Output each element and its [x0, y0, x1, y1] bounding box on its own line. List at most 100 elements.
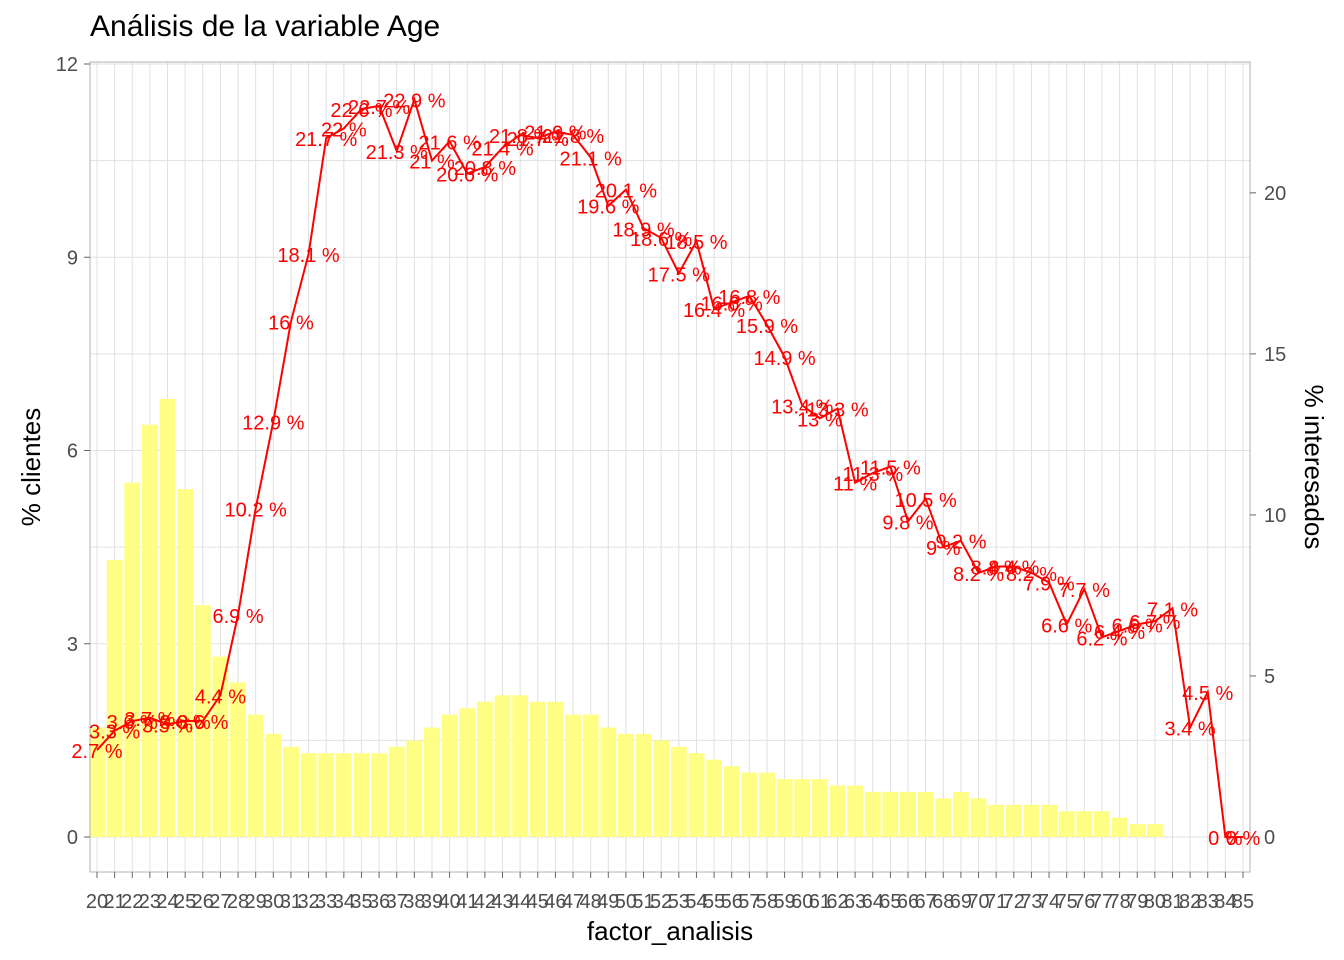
x-tick-label: 21	[104, 891, 126, 913]
data-label: 13.4 %	[771, 396, 833, 418]
bar	[829, 785, 846, 837]
data-label: 3.6 %	[107, 712, 158, 734]
bar	[635, 733, 652, 837]
x-tick-label: 35	[350, 891, 372, 913]
data-label: 22.9 %	[383, 90, 445, 112]
bar	[159, 398, 176, 837]
x-tick-label: 84	[1214, 891, 1236, 913]
y2-tick-label: 0	[1264, 827, 1275, 849]
bar	[141, 424, 158, 837]
data-label: 8.2 %	[1006, 564, 1057, 586]
y-tick-label: 6	[67, 441, 78, 463]
x-tick-label: 58	[756, 891, 778, 913]
bar	[212, 656, 229, 837]
x-tick-label: 41	[456, 891, 478, 913]
bar	[1023, 804, 1040, 837]
x-tick-label: 29	[245, 891, 267, 913]
x-tick-label: 61	[809, 891, 831, 913]
x-tick-label: 62	[826, 891, 848, 913]
x-tick-label: 65	[879, 891, 901, 913]
bar	[388, 746, 405, 837]
x-tick-label: 77	[1091, 891, 1113, 913]
x-tick-label: 79	[1126, 891, 1148, 913]
data-label: 3.6 %	[160, 712, 211, 734]
bar	[476, 701, 493, 837]
data-label: 22 %	[321, 119, 367, 141]
data-label: 3.3 %	[89, 722, 140, 744]
data-label: 21.4 %	[471, 139, 533, 161]
x-tick-label: 75	[1056, 891, 1078, 913]
data-label: 22.7 %	[348, 97, 410, 119]
data-label: 19.6 %	[577, 197, 639, 219]
bar	[776, 779, 793, 837]
x-tick-label: 33	[315, 891, 337, 913]
x-tick-label: 81	[1161, 891, 1183, 913]
x-tick-label: 42	[474, 891, 496, 913]
x-tick-label: 83	[1197, 891, 1219, 913]
data-label: 7.1 %	[1147, 599, 1198, 621]
data-label: 16.8 %	[718, 287, 780, 309]
data-label: 6.4 %	[1094, 622, 1145, 644]
bar	[917, 791, 934, 837]
data-label: 15.9 %	[736, 316, 798, 338]
y-tick-label: 3	[67, 634, 78, 656]
data-label: 11.5 %	[860, 458, 921, 480]
data-label: 12.9 %	[242, 413, 304, 435]
data-label: 16.4 %	[683, 300, 745, 322]
bar	[935, 798, 952, 837]
data-label: 9.8 %	[882, 512, 933, 534]
bar	[1058, 811, 1075, 837]
bar	[300, 753, 317, 837]
x-tick-label: 60	[791, 891, 813, 913]
data-label: 16.6 %	[701, 293, 763, 315]
x-tick-label: 25	[174, 891, 196, 913]
x-tick-label: 72	[1003, 891, 1025, 913]
x-tick-label: 74	[1038, 891, 1060, 913]
data-label: 13.3 %	[806, 400, 868, 422]
data-label: 10.2 %	[225, 499, 287, 521]
bar	[124, 482, 141, 837]
data-label: 11 %	[833, 474, 877, 496]
bar	[847, 785, 864, 837]
data-label: 6.6 %	[1112, 615, 1163, 637]
bar	[653, 740, 670, 837]
y-axis-title: % clientes	[16, 408, 46, 527]
x-tick-label: 23	[139, 891, 161, 913]
data-label: 6.9 %	[212, 606, 263, 628]
bar	[406, 740, 423, 837]
bar	[547, 701, 564, 837]
x-tick-label: 85	[1232, 891, 1254, 913]
bar	[1146, 824, 1163, 837]
data-label: 21.6 %	[418, 132, 480, 154]
bar	[424, 727, 440, 837]
x-tick-label: 30	[262, 891, 284, 913]
data-label: 21.3 %	[366, 142, 428, 164]
bar	[1005, 804, 1022, 837]
x-tick-label: 59	[773, 891, 795, 913]
x-tick-label: 52	[650, 891, 672, 913]
data-label: 9.2 %	[935, 532, 986, 554]
bar	[565, 714, 581, 837]
bar	[265, 733, 282, 837]
x-axis-title: factor_analisis	[587, 916, 753, 946]
bar	[529, 701, 546, 837]
x-tick-label: 80	[1144, 891, 1166, 913]
bar	[247, 714, 264, 837]
bar	[970, 798, 987, 837]
data-label: 21.8 %	[489, 126, 551, 148]
data-label: 20.8 %	[454, 158, 516, 180]
data-label: 18.1 %	[277, 245, 339, 267]
data-label: 21 %	[409, 152, 455, 174]
bar	[600, 727, 617, 837]
x-tick-label: 73	[1020, 891, 1042, 913]
bar	[318, 753, 335, 837]
x-tick-label: 36	[368, 891, 390, 913]
x-tick-label: 34	[333, 891, 355, 913]
data-label: 6.7 %	[1129, 612, 1180, 634]
data-label: 3.5 %	[142, 715, 193, 737]
data-label: 21.9 %	[524, 123, 586, 145]
bar	[89, 727, 105, 837]
data-label: 10.5 %	[895, 490, 957, 512]
bar	[617, 733, 634, 837]
